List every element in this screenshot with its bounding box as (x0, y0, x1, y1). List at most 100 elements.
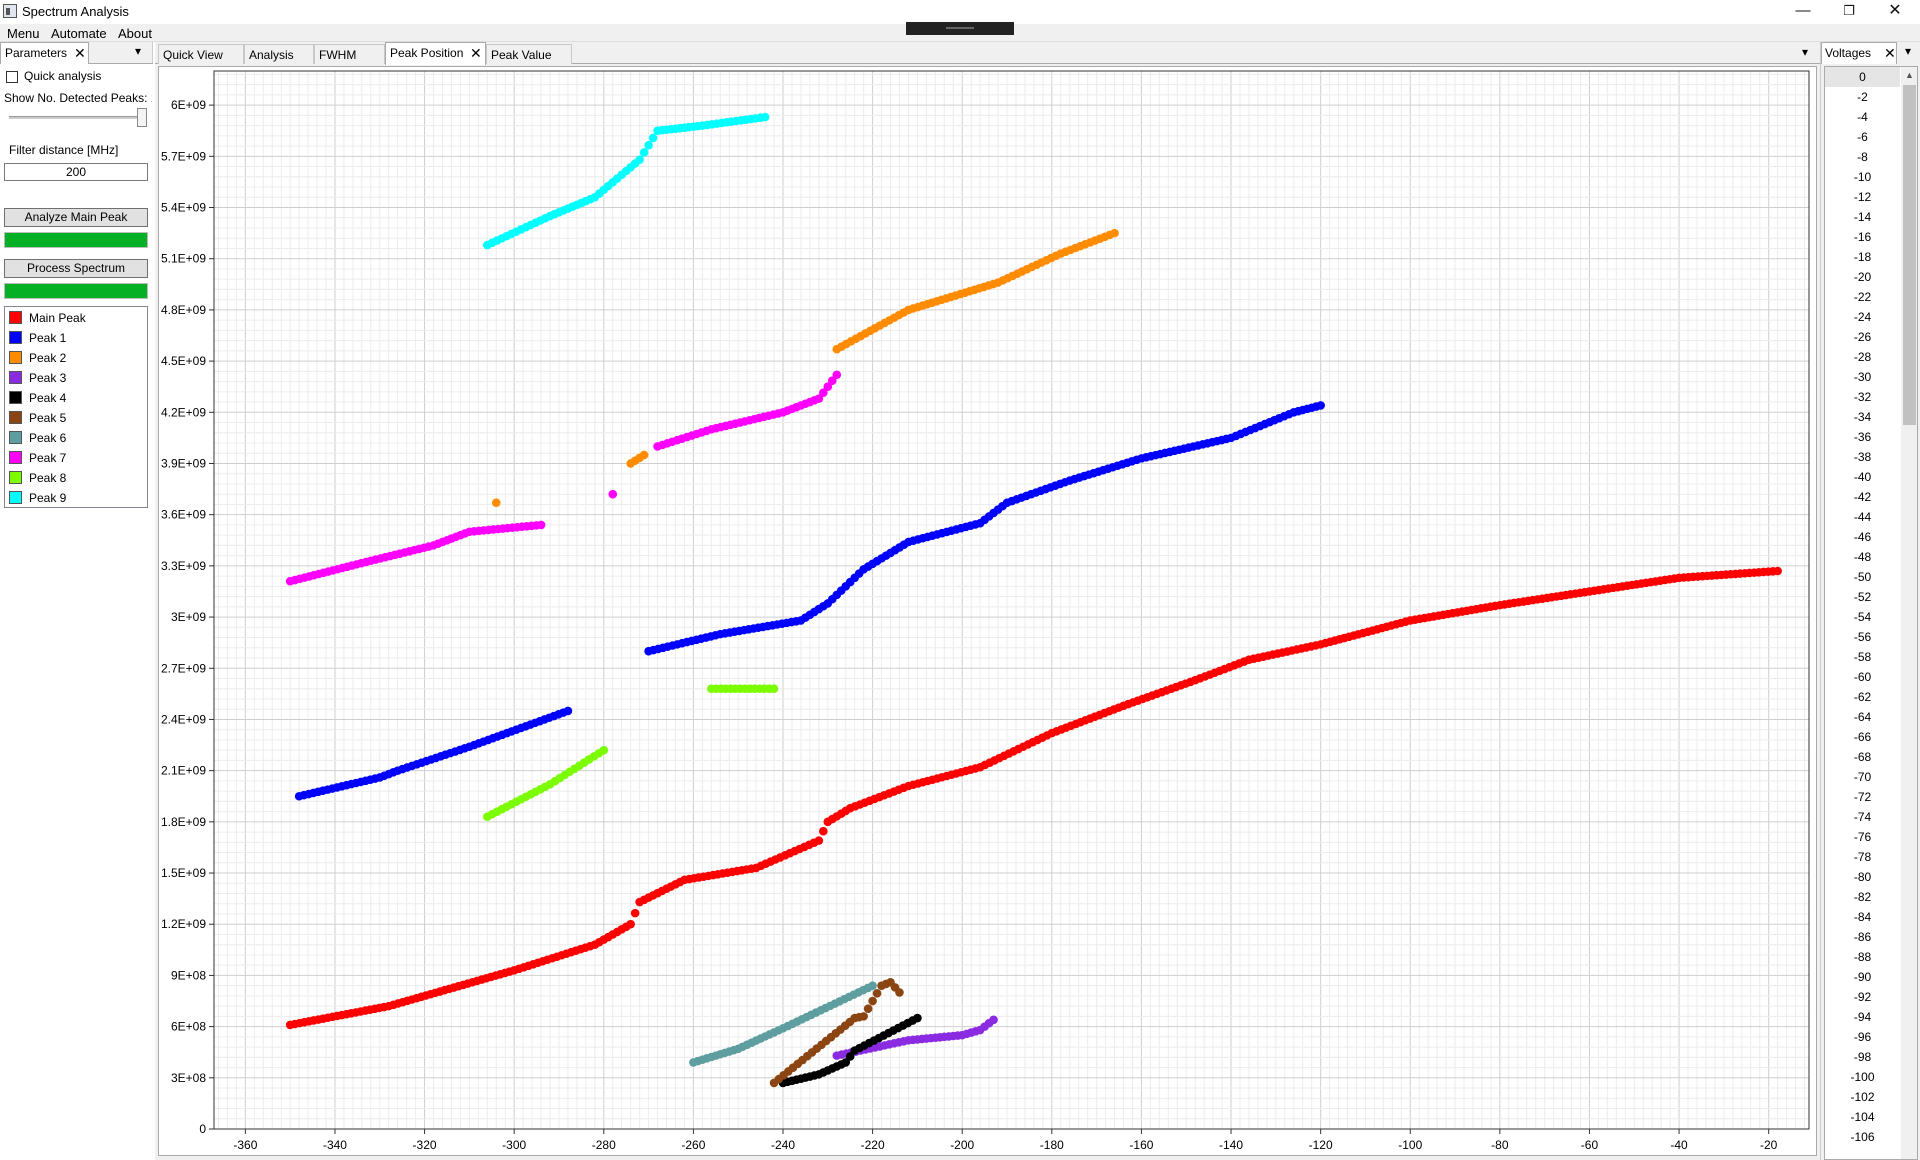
voltage-item[interactable]: -34 (1853, 410, 1872, 424)
voltage-item[interactable]: -56 (1853, 630, 1872, 644)
x-tick-label: -360 (233, 1138, 257, 1152)
close-icon[interactable]: ✕ (470, 45, 482, 61)
voltage-item[interactable]: -30 (1853, 370, 1872, 384)
voltage-item[interactable]: -66 (1853, 730, 1872, 744)
voltage-item[interactable]: -6 (1857, 130, 1868, 144)
tab-parameters[interactable]: Parameters ✕ (0, 42, 89, 64)
minimize-button[interactable]: — (1795, 2, 1811, 19)
menu-item-menu[interactable]: Menu (7, 26, 40, 41)
voltage-item[interactable]: -2 (1857, 90, 1868, 104)
voltage-item[interactable]: -12 (1853, 190, 1872, 204)
voltage-item[interactable]: -52 (1853, 590, 1872, 604)
voltage-item[interactable]: -102 (1850, 1090, 1875, 1104)
legend-item: Peak 4 (7, 389, 145, 407)
quick-analysis-checkbox[interactable] (6, 71, 18, 83)
tab-quick-view[interactable]: Quick View (158, 44, 244, 64)
voltage-item[interactable]: -14 (1853, 210, 1872, 224)
data-point (626, 919, 635, 929)
voltage-item[interactable]: -60 (1853, 670, 1872, 684)
process-spectrum-button[interactable]: Process Spectrum (4, 259, 148, 278)
app-icon (3, 4, 17, 18)
voltage-item[interactable]: -100 (1850, 1070, 1875, 1084)
voltage-item[interactable]: -58 (1853, 650, 1872, 664)
drag-handle[interactable] (906, 22, 1014, 35)
peaks-slider-thumb[interactable] (137, 108, 147, 127)
y-tick-label: 3E+08 (171, 1071, 206, 1085)
peaks-slider-track[interactable] (9, 116, 143, 119)
filter-distance-label: Filter distance [MHz] (9, 143, 119, 157)
voltage-item[interactable]: -48 (1853, 550, 1872, 564)
tab-fwhm[interactable]: FWHM (314, 44, 385, 64)
voltage-item[interactable]: -92 (1853, 990, 1872, 1004)
voltage-item[interactable]: -76 (1853, 830, 1872, 844)
panel-menu-icon[interactable]: ▾ (1802, 45, 1809, 59)
voltage-item[interactable]: -82 (1853, 890, 1872, 904)
panel-menu-icon[interactable]: ▾ (135, 44, 142, 58)
close-button[interactable]: ✕ (1888, 2, 1902, 19)
voltage-item[interactable]: -88 (1853, 950, 1872, 964)
voltage-item[interactable]: -40 (1853, 470, 1872, 484)
voltage-item[interactable]: -94 (1853, 1010, 1872, 1024)
panel-menu-icon[interactable]: ▾ (1905, 44, 1912, 58)
voltage-item[interactable]: -68 (1853, 750, 1872, 764)
peak-position-plot[interactable]: -360 -340 -320 -300 -280 -260 -240 -220 -200 -180… (158, 66, 1817, 1156)
analyze-main-peak-button[interactable]: Analyze Main Peak (4, 208, 148, 227)
close-icon[interactable]: ✕ (74, 45, 86, 61)
voltage-item[interactable]: -70 (1853, 770, 1872, 784)
voltage-item[interactable]: -4 (1857, 110, 1868, 124)
voltage-item[interactable]: -74 (1853, 810, 1872, 824)
voltage-item[interactable]: -26 (1853, 330, 1872, 344)
x-tick-label: -120 (1309, 1138, 1333, 1152)
tab-peak-value[interactable]: Peak Value (486, 44, 572, 64)
voltage-item[interactable]: -46 (1853, 530, 1872, 544)
voltage-item[interactable]: -64 (1853, 710, 1872, 724)
legend-item: Peak 7 (7, 449, 145, 467)
voltage-item[interactable]: -80 (1853, 870, 1872, 884)
voltage-item[interactable]: -32 (1853, 390, 1872, 404)
scroll-thumb[interactable] (1903, 85, 1916, 425)
voltage-item[interactable]: -62 (1853, 690, 1872, 704)
voltage-item[interactable]: -28 (1853, 350, 1872, 364)
voltage-item[interactable]: -104 (1850, 1110, 1875, 1124)
voltage-item[interactable]: -96 (1853, 1030, 1872, 1044)
legend-item: Peak 5 (7, 409, 145, 427)
voltage-item[interactable]: -42 (1853, 490, 1872, 504)
voltage-item[interactable]: -10 (1853, 170, 1872, 184)
menu-item-about[interactable]: About (118, 26, 152, 41)
voltage-item[interactable]: -50 (1853, 570, 1872, 584)
y-tick-label: 2.7E+09 (161, 661, 206, 675)
legend-label: Peak 9 (29, 491, 67, 505)
voltage-item[interactable]: -84 (1853, 910, 1872, 924)
voltage-item[interactable]: -98 (1853, 1050, 1872, 1064)
plot-frame (213, 70, 1810, 1130)
scroll-up-icon[interactable]: ▲ (1905, 70, 1914, 80)
filter-distance-input[interactable]: 200 (4, 163, 148, 181)
voltage-item[interactable]: -86 (1853, 930, 1872, 944)
voltage-item[interactable]: -18 (1853, 250, 1872, 264)
voltage-item[interactable]: -54 (1853, 610, 1872, 624)
voltage-item[interactable]: -36 (1853, 430, 1872, 444)
voltage-item[interactable]: -38 (1853, 450, 1872, 464)
legend-item: Peak 6 (7, 429, 145, 447)
voltage-item[interactable]: -22 (1853, 290, 1872, 304)
voltage-item[interactable]: -72 (1853, 790, 1872, 804)
close-icon[interactable]: ✕ (1884, 45, 1896, 61)
voltage-scrollbar[interactable]: ▲ (1901, 67, 1917, 1159)
legend-swatch (9, 391, 22, 404)
voltage-item[interactable]: -8 (1857, 150, 1868, 164)
tab-voltages[interactable]: Voltages ✕ (1821, 42, 1897, 64)
voltage-item[interactable]: -44 (1853, 510, 1872, 524)
menu-item-automate[interactable]: Automate (51, 26, 107, 41)
maximize-button[interactable]: ❐ (1843, 3, 1855, 18)
voltage-item[interactable]: -20 (1853, 270, 1872, 284)
voltage-item[interactable]: -106 (1850, 1130, 1875, 1144)
voltage-item[interactable]: 0 (1825, 67, 1900, 87)
voltage-item[interactable]: -90 (1853, 970, 1872, 984)
scatter-chart[interactable]: -360 -340 -320 -300 -280 -260 -240 -220 -200 -180… (159, 67, 1816, 1155)
voltage-list[interactable]: 0 -2 -4 -6 -8 -10 -12 -14 -16 -18 -20 -22 -24 -26 -28 -… (1824, 66, 1918, 1160)
voltage-item[interactable]: -78 (1853, 850, 1872, 864)
voltage-item[interactable]: -24 (1853, 310, 1872, 324)
tab-analysis[interactable]: Analysis (244, 44, 314, 64)
voltage-item[interactable]: -16 (1853, 230, 1872, 244)
tab-peak-position[interactable]: Peak Position ✕ (385, 42, 486, 65)
